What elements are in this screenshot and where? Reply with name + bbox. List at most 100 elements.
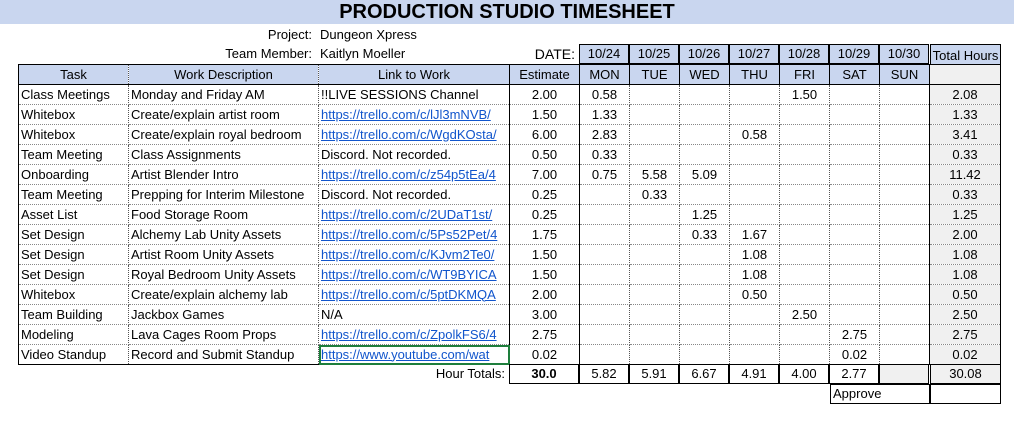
day-hours-cell[interactable]: 1.25 <box>679 204 730 225</box>
day-hours-cell[interactable] <box>829 164 880 185</box>
project-value[interactable]: Dungeon Xpress <box>320 27 417 42</box>
description-cell[interactable]: Monday and Friday AM <box>128 84 319 105</box>
day-hours-cell[interactable] <box>829 184 880 205</box>
day-hours-cell[interactable] <box>679 324 730 345</box>
day-hours-cell[interactable] <box>579 324 630 345</box>
day-hours-cell[interactable] <box>679 264 730 285</box>
estimate-cell[interactable]: 1.50 <box>509 104 580 125</box>
day-hours-cell[interactable]: 1.50 <box>779 84 830 105</box>
description-cell[interactable]: Prepping for Interim Milestone <box>128 184 319 205</box>
day-hours-cell[interactable] <box>879 144 930 165</box>
task-cell[interactable]: Whitebox <box>18 284 129 305</box>
description-cell[interactable]: Create/explain royal bedroom <box>128 124 319 145</box>
day-hours-cell[interactable] <box>879 244 930 265</box>
task-cell[interactable]: Team Meeting <box>18 184 129 205</box>
day-hours-cell[interactable] <box>629 224 680 245</box>
day-hours-cell[interactable] <box>779 224 830 245</box>
day-hours-cell[interactable] <box>879 124 930 145</box>
day-hours-cell[interactable]: 1.08 <box>729 244 780 265</box>
link-cell[interactable]: https://trello.com/c/WgdKOsta/ <box>318 124 510 145</box>
day-hours-cell[interactable] <box>729 344 780 365</box>
description-cell[interactable]: Alchemy Lab Unity Assets <box>128 224 319 245</box>
description-cell[interactable]: Artist Room Unity Assets <box>128 244 319 265</box>
description-cell[interactable]: Record and Submit Standup <box>128 344 319 365</box>
estimate-cell[interactable]: 2.75 <box>509 324 580 345</box>
day-hours-cell[interactable] <box>879 84 930 105</box>
task-cell[interactable]: Set Design <box>18 244 129 265</box>
day-hours-cell[interactable]: 2.50 <box>779 304 830 325</box>
day-hours-cell[interactable] <box>829 204 880 225</box>
day-hours-cell[interactable] <box>629 304 680 325</box>
task-cell[interactable]: Set Design <box>18 224 129 245</box>
day-hours-cell[interactable] <box>629 84 680 105</box>
day-hours-cell[interactable]: 0.50 <box>729 284 780 305</box>
description-cell[interactable]: Food Storage Room <box>128 204 319 225</box>
task-cell[interactable]: Team Building <box>18 304 129 325</box>
day-hours-cell[interactable] <box>829 84 880 105</box>
link-cell[interactable]: https://trello.com/c/ZpolkFS6/4 <box>318 324 510 345</box>
task-cell[interactable]: Whitebox <box>18 104 129 125</box>
task-cell[interactable]: Onboarding <box>18 164 129 185</box>
day-hours-cell[interactable] <box>579 244 630 265</box>
day-hours-cell[interactable] <box>629 344 680 365</box>
day-hours-cell[interactable] <box>879 224 930 245</box>
day-hours-cell[interactable] <box>679 104 730 125</box>
day-hours-cell[interactable] <box>779 344 830 365</box>
day-hours-cell[interactable] <box>879 204 930 225</box>
day-hours-cell[interactable] <box>579 264 630 285</box>
estimate-cell[interactable]: 0.02 <box>509 344 580 365</box>
day-hours-cell[interactable]: 0.75 <box>579 164 630 185</box>
day-hours-cell[interactable]: 2.83 <box>579 124 630 145</box>
link-cell[interactable]: Discord. Not recorded. <box>318 144 510 165</box>
link-cell[interactable]: https://www.youtube.com/wat <box>318 344 510 365</box>
day-hours-cell[interactable] <box>629 144 680 165</box>
estimate-cell[interactable]: 1.75 <box>509 224 580 245</box>
day-hours-cell[interactable] <box>679 244 730 265</box>
description-cell[interactable]: Create/explain alchemy lab <box>128 284 319 305</box>
estimate-cell[interactable]: 6.00 <box>509 124 580 145</box>
day-hours-cell[interactable]: 0.58 <box>579 84 630 105</box>
description-cell[interactable]: Create/explain artist room <box>128 104 319 125</box>
estimate-cell[interactable]: 3.00 <box>509 304 580 325</box>
day-hours-cell[interactable] <box>679 184 730 205</box>
day-hours-cell[interactable]: 1.08 <box>729 264 780 285</box>
link-cell[interactable]: https://trello.com/c/WT9BYICA <box>318 264 510 285</box>
day-hours-cell[interactable]: 5.58 <box>629 164 680 185</box>
day-hours-cell[interactable] <box>729 184 780 205</box>
day-hours-cell[interactable] <box>729 144 780 165</box>
estimate-cell[interactable]: 0.25 <box>509 184 580 205</box>
task-cell[interactable]: Set Design <box>18 264 129 285</box>
estimate-cell[interactable]: 1.50 <box>509 244 580 265</box>
estimate-cell[interactable]: 7.00 <box>509 164 580 185</box>
day-hours-cell[interactable] <box>879 284 930 305</box>
day-hours-cell[interactable] <box>779 204 830 225</box>
day-hours-cell[interactable] <box>579 184 630 205</box>
day-hours-cell[interactable]: 1.67 <box>729 224 780 245</box>
day-hours-cell[interactable] <box>679 344 730 365</box>
day-hours-cell[interactable] <box>779 284 830 305</box>
day-hours-cell[interactable] <box>779 124 830 145</box>
estimate-cell[interactable]: 0.25 <box>509 204 580 225</box>
day-hours-cell[interactable] <box>829 264 880 285</box>
approve-field[interactable]: Approve <box>830 384 930 404</box>
day-hours-cell[interactable] <box>679 144 730 165</box>
day-hours-cell[interactable] <box>629 124 680 145</box>
day-hours-cell[interactable] <box>629 204 680 225</box>
link-cell[interactable]: https://trello.com/c/z54p5tEa/4 <box>318 164 510 185</box>
description-cell[interactable]: Lava Cages Room Props <box>128 324 319 345</box>
day-hours-cell[interactable] <box>879 104 930 125</box>
day-hours-cell[interactable] <box>679 124 730 145</box>
description-cell[interactable]: Royal Bedroom Unity Assets <box>128 264 319 285</box>
day-hours-cell[interactable]: 5.09 <box>679 164 730 185</box>
day-hours-cell[interactable]: 0.02 <box>829 344 880 365</box>
estimate-cell[interactable]: 2.00 <box>509 284 580 305</box>
day-hours-cell[interactable] <box>779 264 830 285</box>
day-hours-cell[interactable] <box>779 144 830 165</box>
task-cell[interactable]: Class Meetings <box>18 84 129 105</box>
day-hours-cell[interactable] <box>829 244 880 265</box>
day-hours-cell[interactable]: 0.58 <box>729 124 780 145</box>
day-hours-cell[interactable] <box>779 164 830 185</box>
day-hours-cell[interactable] <box>829 124 880 145</box>
description-cell[interactable]: Artist Blender Intro <box>128 164 319 185</box>
day-hours-cell[interactable] <box>679 304 730 325</box>
